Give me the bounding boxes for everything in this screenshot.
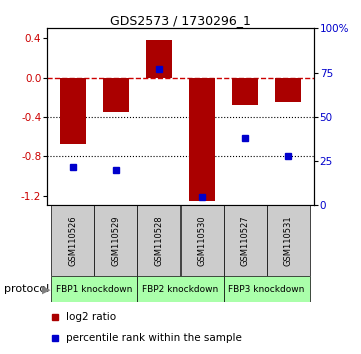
Text: GSM110526: GSM110526 bbox=[68, 216, 77, 266]
Text: percentile rank within the sample: percentile rank within the sample bbox=[66, 333, 242, 343]
Bar bbox=[223, 205, 267, 276]
Bar bbox=[189, 78, 215, 201]
Text: log2 ratio: log2 ratio bbox=[66, 312, 116, 322]
Bar bbox=[51, 276, 138, 302]
Title: GDS2573 / 1730296_1: GDS2573 / 1730296_1 bbox=[110, 14, 251, 27]
Text: GSM110528: GSM110528 bbox=[155, 216, 164, 266]
Bar bbox=[138, 205, 180, 276]
Bar bbox=[223, 276, 310, 302]
Text: GSM110531: GSM110531 bbox=[284, 216, 293, 266]
Bar bbox=[146, 40, 172, 78]
Bar bbox=[232, 78, 258, 105]
Text: GSM110529: GSM110529 bbox=[112, 216, 120, 266]
Bar bbox=[60, 78, 86, 144]
Text: protocol: protocol bbox=[4, 284, 49, 294]
Text: FBP1 knockdown: FBP1 knockdown bbox=[56, 285, 132, 294]
Text: ▶: ▶ bbox=[42, 284, 50, 294]
Text: FBP3 knockdown: FBP3 knockdown bbox=[229, 285, 305, 294]
Bar bbox=[103, 78, 129, 112]
Bar bbox=[267, 205, 310, 276]
Bar bbox=[51, 205, 94, 276]
Text: GSM110530: GSM110530 bbox=[197, 216, 206, 266]
Bar bbox=[138, 276, 223, 302]
Text: GSM110527: GSM110527 bbox=[241, 216, 249, 266]
Bar bbox=[94, 205, 138, 276]
Bar bbox=[275, 78, 301, 102]
Bar bbox=[180, 205, 223, 276]
Text: FBP2 knockdown: FBP2 knockdown bbox=[142, 285, 219, 294]
